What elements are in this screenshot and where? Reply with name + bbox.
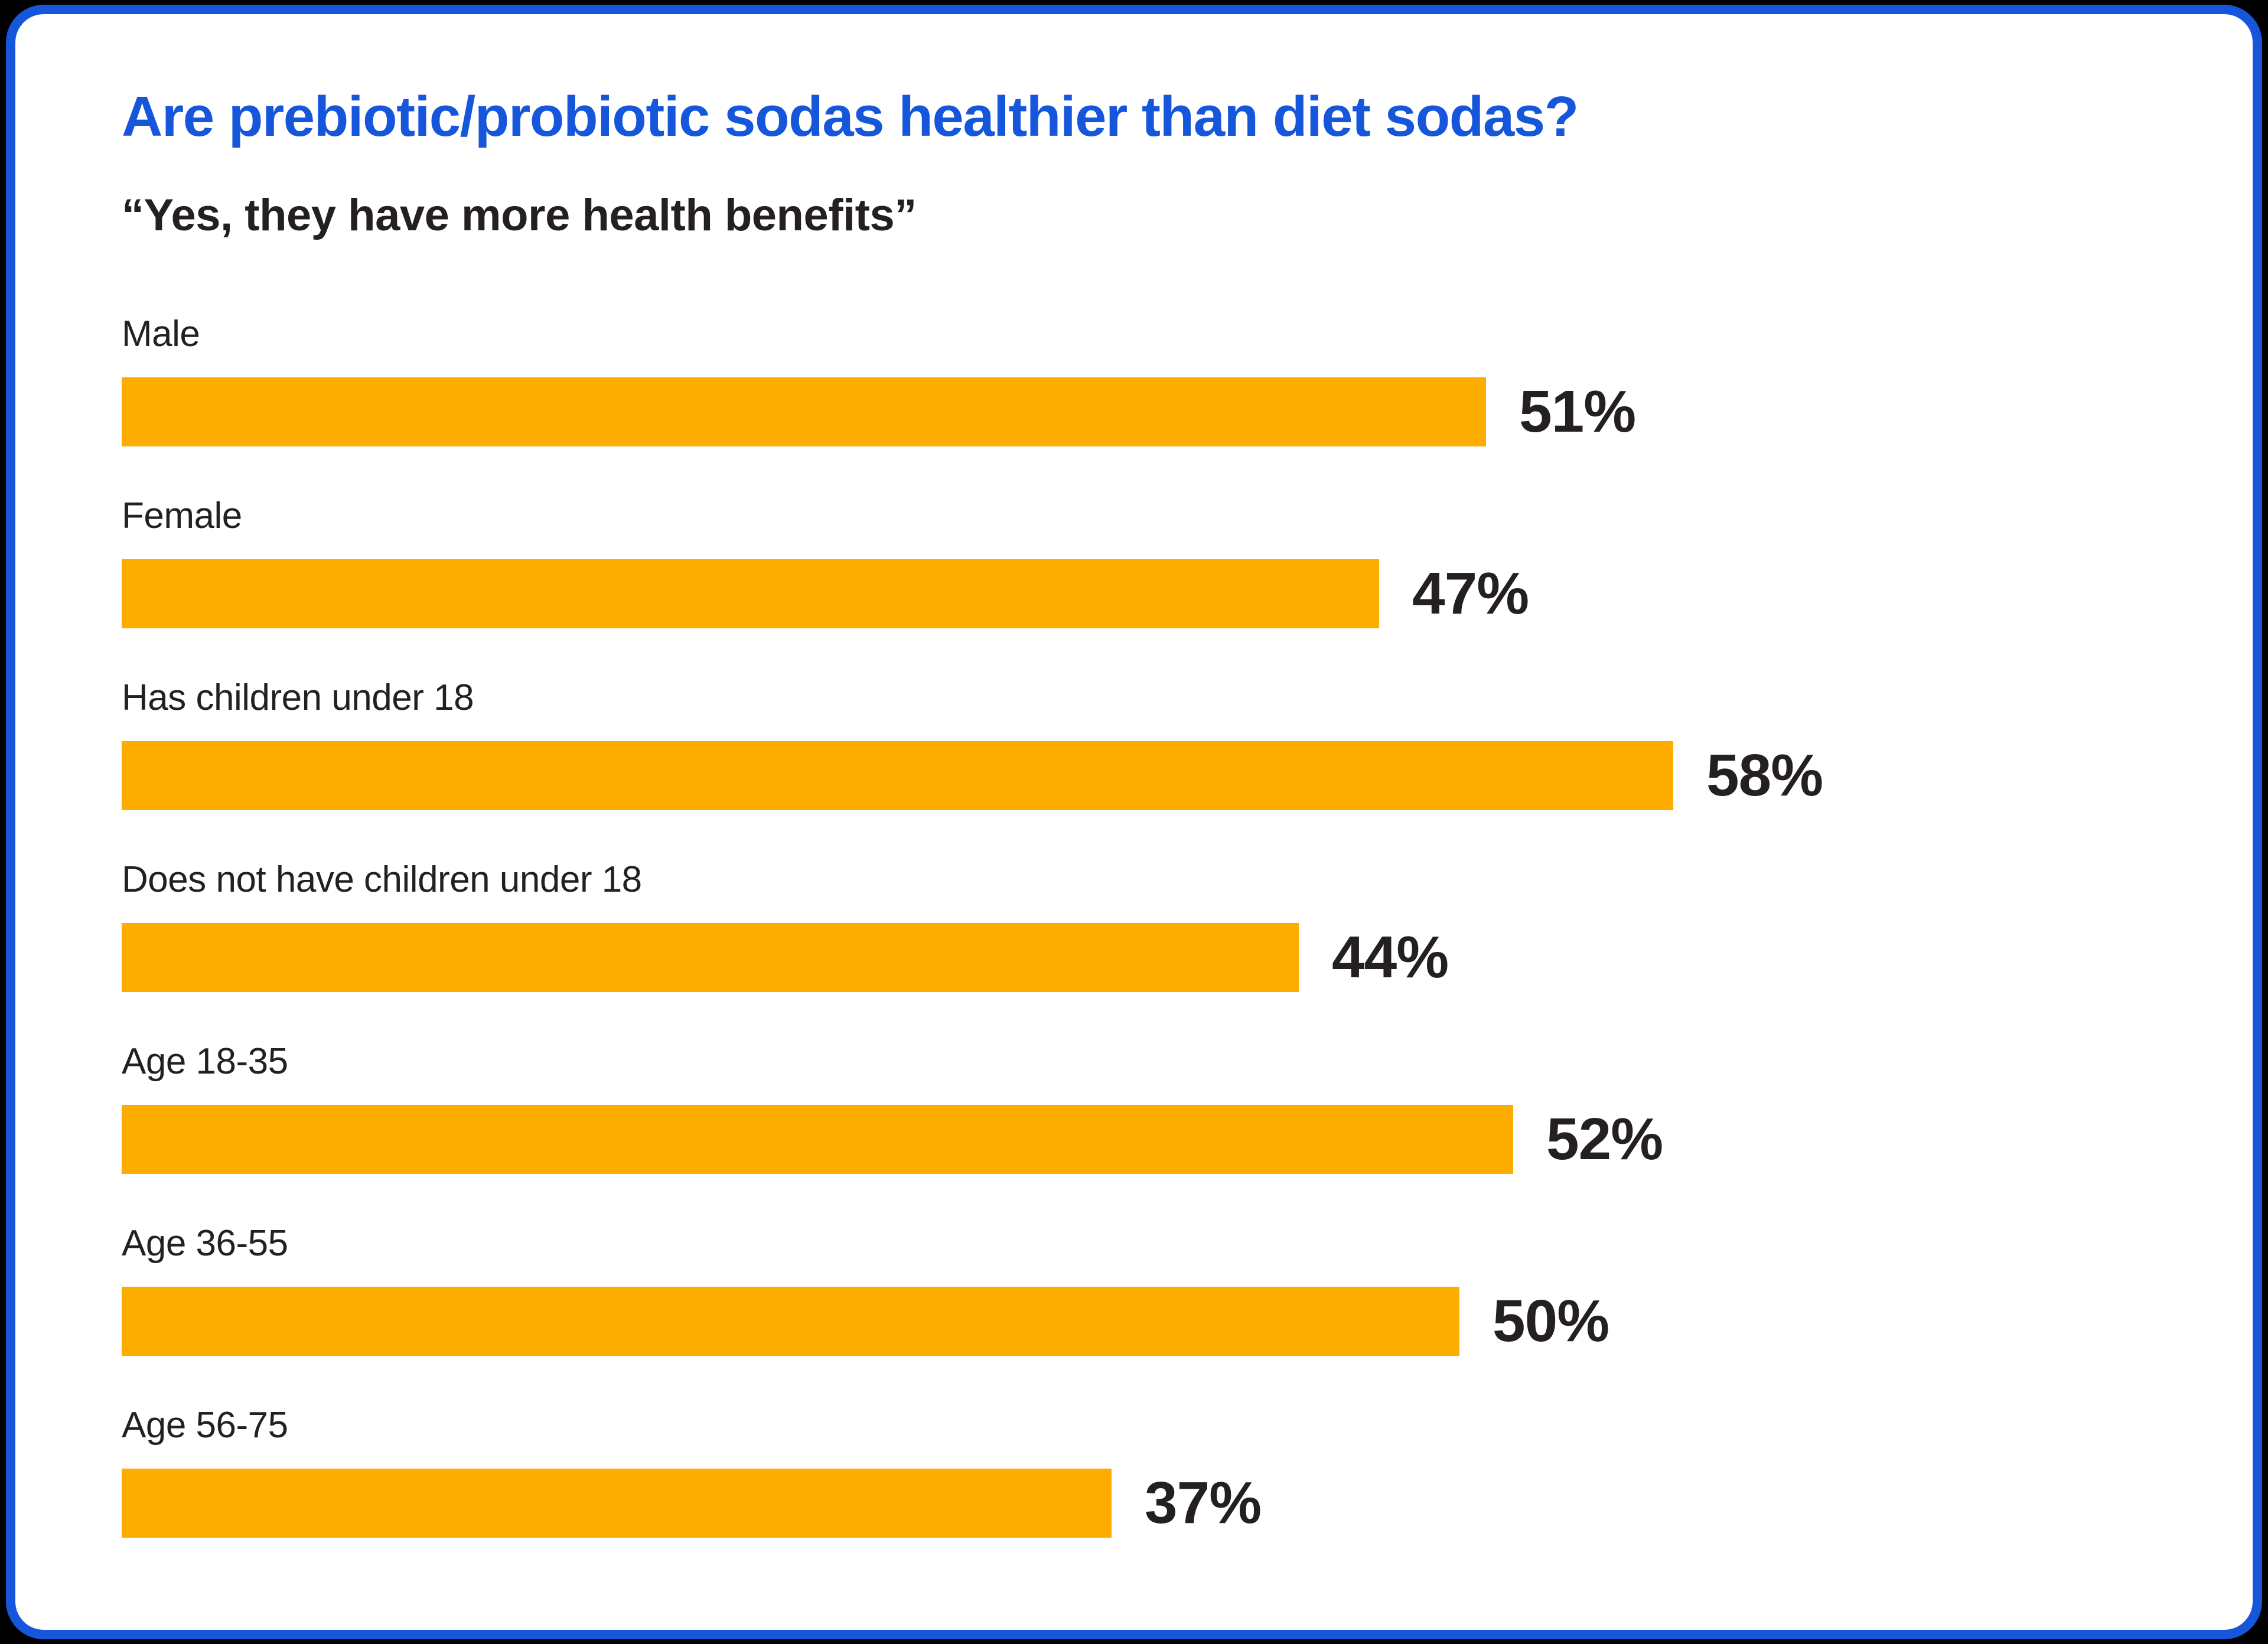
bar-value: 58% (1706, 742, 1823, 808)
bar-label: Male (122, 314, 200, 354)
bar-line: 52% (122, 1105, 2146, 1174)
bar (122, 741, 1673, 810)
bar-line: 44% (122, 923, 2146, 992)
bar-rows: Male 51% Female 47% Has children under 1… (122, 312, 2146, 1538)
bar-value: 50% (1493, 1288, 1609, 1354)
bar-line: 47% (122, 559, 2146, 628)
bar-label: Age 36-55 (122, 1223, 288, 1264)
bar-label: Female (122, 495, 242, 536)
bar-label: Age 56-75 (122, 1405, 288, 1446)
bar-label: Age 18-35 (122, 1041, 288, 1082)
bar (122, 923, 1299, 992)
bar-value: 44% (1332, 924, 1449, 990)
bar-row: Age 18-35 52% (122, 1040, 2146, 1174)
bar-label: Does not have children under 18 (122, 859, 642, 900)
bar-line: 37% (122, 1469, 2146, 1538)
bar-line: 58% (122, 741, 2146, 810)
bar-value: 52% (1546, 1106, 1663, 1172)
bar (122, 1287, 1459, 1356)
bar-line: 50% (122, 1287, 2146, 1356)
bar-row: Age 36-55 50% (122, 1222, 2146, 1356)
bar-row: Female 47% (122, 494, 2146, 628)
bar-value: 51% (1519, 379, 1636, 445)
bar-value: 37% (1145, 1470, 1262, 1536)
chart-content: Are prebiotic/probiotic sodas healthier … (15, 14, 2253, 1538)
bar-value: 47% (1412, 560, 1529, 627)
bar (122, 1105, 1513, 1174)
chart-card: Are prebiotic/probiotic sodas healthier … (6, 5, 2262, 1639)
bar-label: Has children under 18 (122, 677, 474, 718)
bar (122, 559, 1379, 628)
bar-row: Male 51% (122, 312, 2146, 446)
chart-title: Are prebiotic/probiotic sodas healthier … (122, 85, 1579, 148)
bar-line: 51% (122, 377, 2146, 446)
bar (122, 377, 1486, 446)
chart-subtitle: “Yes, they have more health benefits” (122, 190, 917, 240)
bar-row: Age 56-75 37% (122, 1404, 2146, 1538)
bar-row: Has children under 18 58% (122, 676, 2146, 810)
bar-row: Does not have children under 18 44% (122, 858, 2146, 992)
bar (122, 1469, 1112, 1538)
